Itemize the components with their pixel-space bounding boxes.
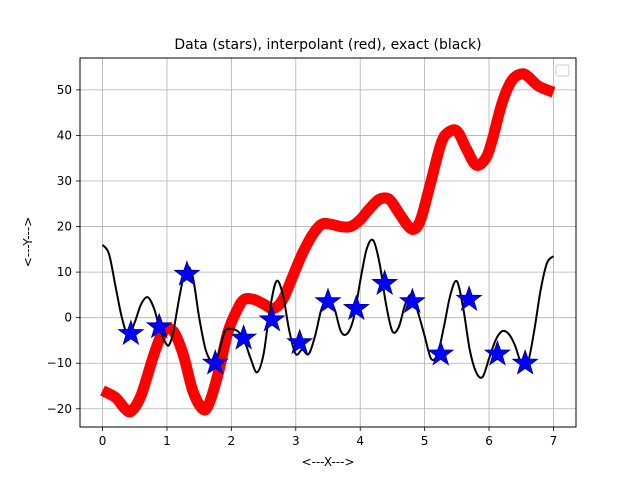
x-axis-label: <---X---> <box>301 455 354 469</box>
y-tick-label: 0 <box>64 311 72 325</box>
data-point-star <box>314 287 342 314</box>
data-point-star <box>286 328 314 355</box>
y-tick-label: 10 <box>57 265 72 279</box>
data-point-star <box>201 348 229 375</box>
x-tick-label: 6 <box>485 434 493 448</box>
data-point-star <box>455 285 483 312</box>
data-point-star <box>173 260 201 286</box>
y-tick-label: −10 <box>47 356 72 370</box>
x-tick-label: 4 <box>356 434 364 448</box>
chart-title: Data (stars), interpolant (red), exact (… <box>174 37 481 53</box>
axes-frame <box>79 57 577 428</box>
data-point-star <box>342 294 370 321</box>
data-point-star <box>258 305 286 332</box>
y-tick-label: −20 <box>47 402 72 416</box>
y-tick-label: 30 <box>57 174 72 188</box>
x-tick-label: 1 <box>163 434 171 448</box>
y-tick-label: 50 <box>57 83 72 97</box>
data-point-star <box>427 339 455 366</box>
y-tick-label: 20 <box>57 220 72 234</box>
x-tick-label: 3 <box>292 434 300 448</box>
x-axis-ticks: 0 1 2 3 4 5 6 7 <box>99 427 558 448</box>
y-tick-label: 40 <box>57 128 72 142</box>
y-axis-label: <---Y---> <box>21 217 35 268</box>
x-tick-label: 5 <box>421 434 429 448</box>
x-tick-label: 0 <box>99 434 107 448</box>
data-point-star <box>117 319 145 346</box>
plot-area <box>100 68 556 418</box>
y-axis-ticks: −20 −10 0 10 20 30 40 50 <box>47 83 80 416</box>
legend-box <box>555 64 570 77</box>
interpolant-line <box>100 68 556 418</box>
data-point-star <box>371 269 399 295</box>
data-point-star <box>511 348 539 375</box>
data-point-star <box>145 312 173 339</box>
data-point-star <box>483 339 511 366</box>
data-point-star <box>230 323 258 350</box>
exact-line <box>101 238 555 379</box>
data-point-star <box>398 287 426 314</box>
x-tick-label: 7 <box>550 434 558 448</box>
x-tick-label: 2 <box>228 434 236 448</box>
